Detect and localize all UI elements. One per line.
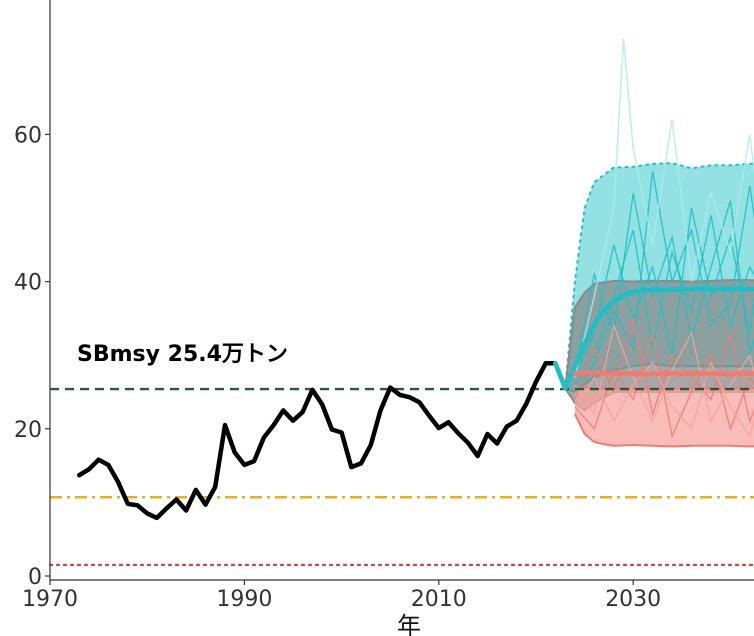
series-2 bbox=[572, 370, 754, 377]
series-0 bbox=[76, 361, 558, 521]
x-tick-label-1: 1990 bbox=[216, 587, 272, 612]
y-tick-label-3: 60 bbox=[14, 123, 42, 148]
y-tick-label-1: 20 bbox=[14, 418, 42, 443]
band-0-upper-edge bbox=[564, 162, 754, 390]
reference-label: SBmsy 25.4万トン bbox=[77, 342, 288, 367]
x-axis-title: 年 bbox=[397, 612, 421, 636]
trajectory-8 bbox=[574, 360, 754, 438]
series-1 bbox=[553, 286, 754, 391]
trajectory-7 bbox=[574, 323, 754, 424]
axes: 0 20 40 60 1970 1990 2010 2030 bbox=[14, 0, 754, 612]
x-tick-label-3: 2030 bbox=[605, 587, 661, 612]
trajectory-4 bbox=[574, 38, 754, 378]
labels: SBmsy 25.4万トン 年 bbox=[77, 342, 421, 636]
y-tick-label-0: 0 bbox=[28, 565, 42, 590]
x-tick-label-0: 1970 bbox=[22, 587, 78, 612]
band-2 bbox=[574, 387, 754, 447]
trajectory-6 bbox=[574, 332, 754, 439]
reference-lines bbox=[48, 387, 754, 567]
trajectory-5 bbox=[574, 318, 754, 424]
y-tick-label-2: 40 bbox=[14, 271, 42, 296]
x-tick-label-2: 2010 bbox=[411, 587, 467, 612]
trajectory-3 bbox=[574, 171, 754, 393]
band-2-lower-edge bbox=[574, 413, 754, 448]
band-1-upper-edge bbox=[564, 279, 754, 390]
median-series bbox=[76, 286, 754, 521]
